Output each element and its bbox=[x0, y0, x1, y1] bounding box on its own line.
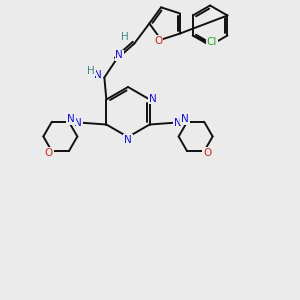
Text: O: O bbox=[154, 36, 162, 46]
Text: N: N bbox=[174, 118, 182, 128]
Text: N: N bbox=[67, 114, 75, 124]
Text: N: N bbox=[116, 50, 123, 61]
Text: H: H bbox=[122, 32, 129, 41]
Text: Cl: Cl bbox=[207, 38, 217, 47]
Text: O: O bbox=[45, 148, 53, 158]
Text: N: N bbox=[124, 135, 132, 145]
Text: N: N bbox=[74, 118, 82, 128]
Text: N: N bbox=[149, 94, 157, 103]
Text: H: H bbox=[88, 65, 95, 76]
Text: O: O bbox=[203, 148, 211, 158]
Text: N: N bbox=[181, 114, 189, 124]
Text: N: N bbox=[94, 70, 102, 80]
